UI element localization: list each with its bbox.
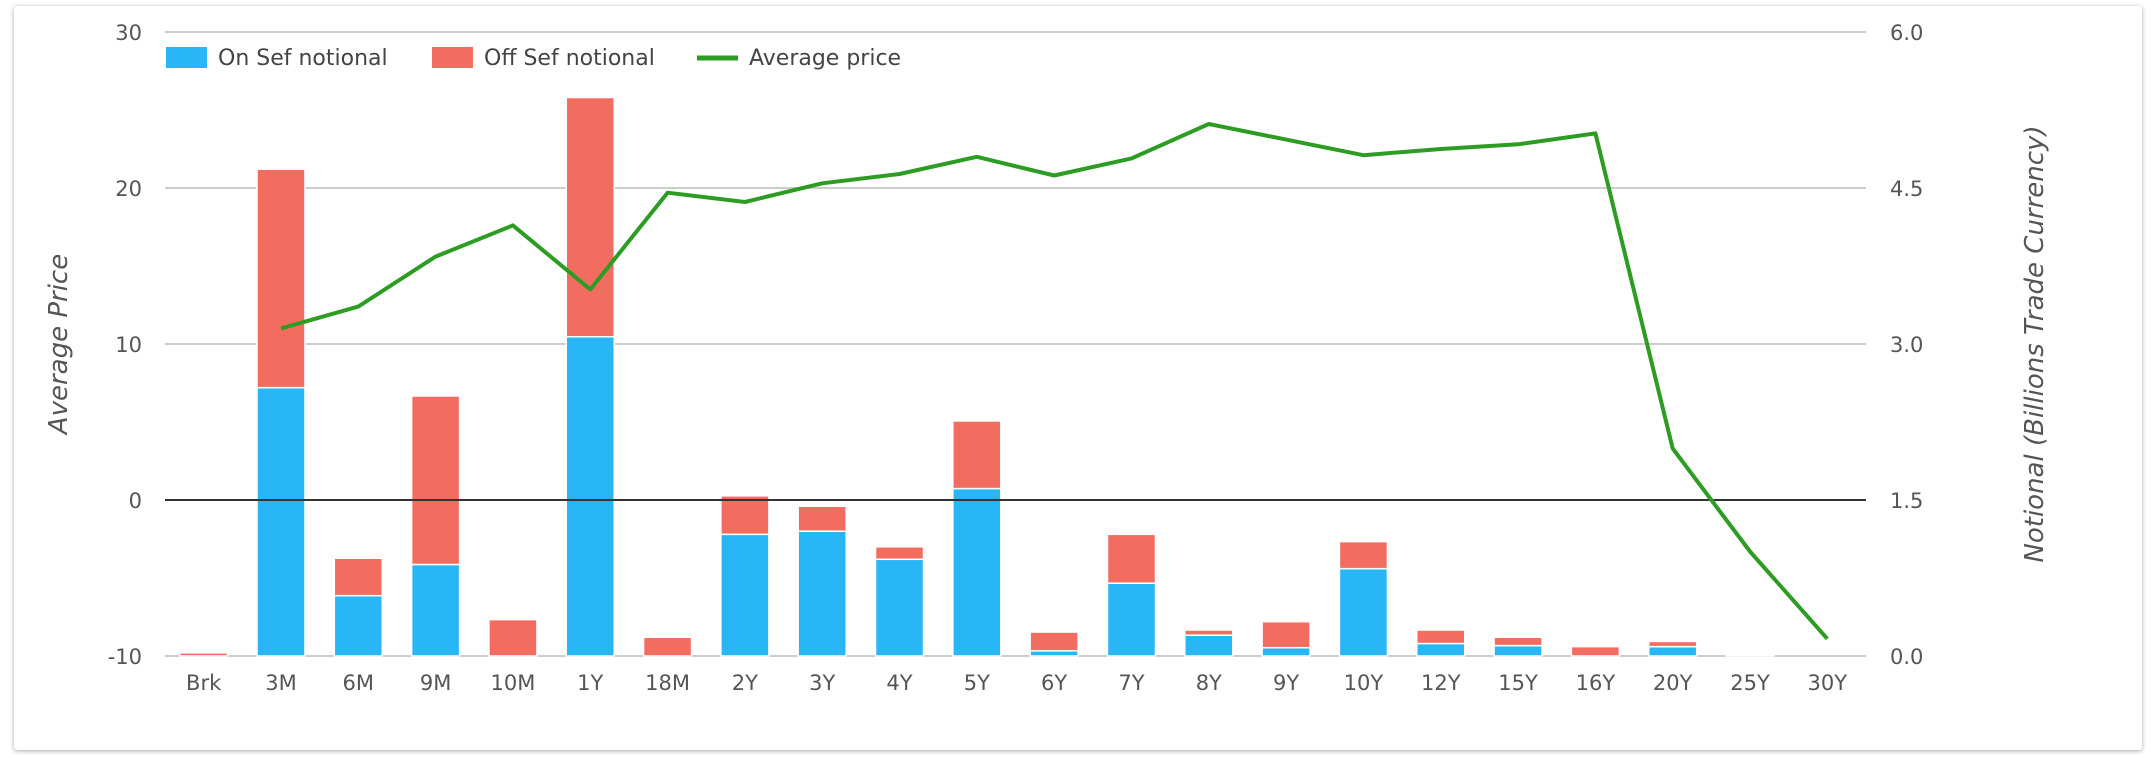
bar-on-sef[interactable] — [1647, 645, 1698, 657]
bar-on-sef[interactable] — [1184, 634, 1234, 657]
legend-item[interactable]: On Sef notional — [166, 46, 388, 71]
legend-label: Off Sef notional — [484, 46, 655, 71]
legend-item[interactable]: Off Sef notional — [432, 46, 655, 71]
bar-on-sef[interactable] — [1261, 646, 1311, 657]
bar-off-sef[interactable] — [410, 395, 461, 566]
legend-label: Average price — [749, 46, 901, 71]
bar-on-sef[interactable] — [1416, 642, 1466, 657]
average-price-line-group — [280, 122, 1829, 641]
bar-on-sef[interactable] — [1338, 567, 1389, 657]
x-tick-label: 2Y — [732, 671, 758, 695]
bar-on-sef[interactable] — [333, 594, 384, 657]
bar-off-sef[interactable] — [256, 168, 306, 389]
bar-off-sef[interactable] — [720, 495, 770, 536]
left-tick-label: 0 — [129, 489, 142, 513]
x-tick-label: 9M — [420, 671, 451, 695]
x-tick-label: 5Y — [964, 671, 990, 695]
x-tick-label: 6M — [343, 671, 374, 695]
x-axis-ticks: Brk 3M 6M 9M 10M 1Y 18M 2Y 3Y 4Y 5Y 6Y 7Y 8Y 9Y 10Y 12Y 1… — [186, 671, 1847, 695]
bar-off-sef[interactable] — [1416, 629, 1466, 645]
x-tick-label: 15Y — [1498, 671, 1538, 695]
bar-off-sef[interactable] — [488, 618, 538, 657]
bar-on-sef[interactable] — [952, 487, 1002, 657]
x-tick-label: 8Y — [1196, 671, 1222, 695]
x-tick-label: 20Y — [1653, 671, 1693, 695]
x-tick-label: 7Y — [1118, 671, 1144, 695]
legend[interactable]: On Sef notional Off Sef notional Average p… — [166, 46, 901, 71]
bar-off-sef[interactable] — [1570, 645, 1621, 657]
bar-off-sef[interactable] — [642, 636, 693, 657]
x-tick-label: 9Y — [1273, 671, 1299, 695]
x-tick-label: 25Y — [1730, 671, 1770, 695]
bar-off-sef[interactable] — [333, 557, 384, 597]
right-axis-ticks: 0.0 1.5 3.0 4.5 6.0 — [1890, 21, 1923, 669]
legend-item[interactable]: Average price — [697, 46, 901, 71]
left-tick-label: 30 — [115, 21, 142, 45]
left-axis-ticks: -10 0 10 20 30 — [108, 21, 142, 669]
bar-off-sef[interactable] — [874, 546, 925, 561]
x-tick-label: 30Y — [1808, 671, 1848, 695]
x-tick-label: 18M — [645, 671, 690, 695]
bar-off-sef[interactable] — [952, 420, 1002, 490]
bar-off-sef[interactable] — [1029, 631, 1079, 652]
x-tick-label: 3Y — [809, 671, 835, 695]
bar-on-sef[interactable] — [565, 335, 615, 657]
bar-off-sef[interactable] — [1647, 640, 1698, 648]
x-tick-label: Brk — [186, 671, 222, 695]
bar-on-sef[interactable] — [720, 533, 770, 657]
bar-off-sef[interactable] — [1725, 654, 1775, 657]
bar-on-sef[interactable] — [1029, 650, 1079, 657]
bars — [178, 96, 1775, 657]
bar-off-sef[interactable] — [1261, 620, 1311, 649]
left-tick-label: -10 — [108, 645, 142, 669]
left-axis-title: Average Price — [44, 254, 74, 436]
bar-off-sef[interactable] — [1338, 540, 1389, 570]
x-tick-label: 4Y — [886, 671, 912, 695]
right-tick-label: 3.0 — [1890, 333, 1923, 357]
legend-swatch — [166, 47, 207, 68]
bar-off-sef[interactable] — [178, 652, 229, 657]
x-tick-label: 12Y — [1421, 671, 1461, 695]
left-tick-label: 10 — [115, 333, 142, 357]
bar-off-sef[interactable] — [1184, 629, 1234, 636]
bar-on-sef[interactable] — [1106, 582, 1157, 657]
bar-on-sef[interactable] — [797, 530, 847, 657]
right-tick-label: 4.5 — [1890, 177, 1923, 201]
bar-on-sef[interactable] — [1493, 644, 1543, 657]
right-axis-title: Notional (Billions Trade Currency) — [2020, 125, 2050, 562]
right-tick-label: 1.5 — [1890, 489, 1923, 513]
right-tick-label: 6.0 — [1890, 21, 1923, 45]
x-tick-label: 3M — [265, 671, 296, 695]
x-tick-label: 10Y — [1344, 671, 1384, 695]
x-tick-label: 6Y — [1041, 671, 1067, 695]
bar-on-sef[interactable] — [410, 563, 461, 657]
x-tick-label: 1Y — [577, 671, 603, 695]
right-tick-label: 0.0 — [1890, 645, 1923, 669]
x-tick-label: 16Y — [1576, 671, 1616, 695]
bar-off-sef[interactable] — [1106, 533, 1157, 584]
x-tick-label: 10M — [491, 671, 536, 695]
left-tick-label: 20 — [115, 177, 142, 201]
legend-swatch — [432, 47, 473, 68]
bar-off-sef[interactable] — [565, 96, 615, 338]
bar-on-sef[interactable] — [874, 558, 925, 657]
bar-off-sef[interactable] — [1493, 636, 1543, 647]
bar-off-sef[interactable] — [797, 505, 847, 532]
average-price-line[interactable] — [280, 122, 1829, 641]
bar-on-sef[interactable] — [256, 386, 306, 657]
legend-label: On Sef notional — [218, 46, 388, 71]
